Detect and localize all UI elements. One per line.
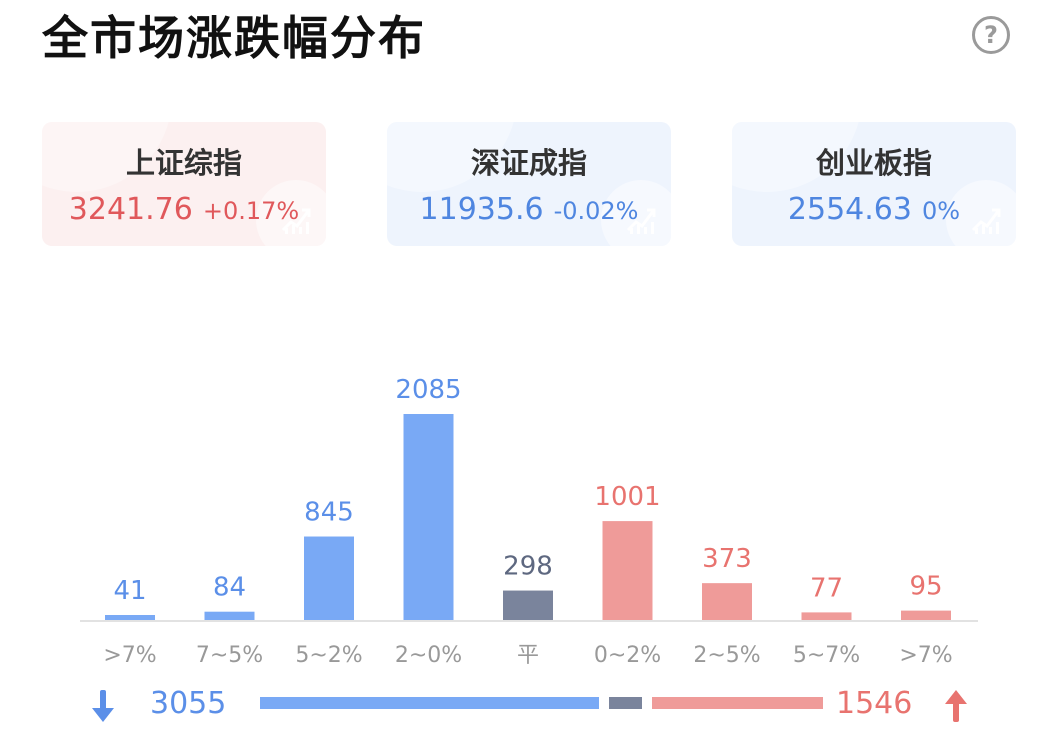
index-price: 2554.63 <box>787 192 912 227</box>
index-change: 0% <box>921 197 961 225</box>
index-name: 深证成指 <box>470 146 587 180</box>
down-count: 3055 <box>150 686 227 721</box>
bar-value-label: 77 <box>810 573 843 603</box>
trend-up-icon <box>626 208 656 234</box>
up-ratio-bar <box>651 697 823 709</box>
bar-1[interactable] <box>105 615 155 620</box>
trend-up-icon <box>281 208 311 234</box>
page-title: 全市场涨跌幅分布 <box>42 11 426 65</box>
category-label: 2~5% <box>693 643 760 668</box>
arrow-down-icon <box>92 690 114 722</box>
index-change: -0.02% <box>553 197 639 225</box>
card-decoration <box>256 180 326 246</box>
category-label: >7% <box>103 643 156 668</box>
index-name: 创业板指 <box>815 146 932 180</box>
bar-3[interactable] <box>304 536 354 620</box>
bar-7[interactable] <box>702 583 752 620</box>
up-count: 1546 <box>836 686 913 721</box>
index-name: 上证综指 <box>125 146 242 180</box>
bar-8[interactable] <box>801 612 852 620</box>
category-label: 5~7% <box>793 643 860 668</box>
category-label: 2~0% <box>395 643 462 668</box>
category-label: 0~2% <box>594 643 661 668</box>
bar-2[interactable] <box>204 611 255 620</box>
bar-5[interactable] <box>503 590 553 620</box>
bar-value-label: 1001 <box>594 482 660 512</box>
bar-9[interactable] <box>901 610 951 620</box>
distribution-chart: 41 >7% 84 7~5% 845 5~2% 2085 2~0% 298 平 1001 0~2% 37… <box>80 375 978 668</box>
card-decoration <box>946 180 1016 246</box>
bar-value-label: 2085 <box>395 375 461 405</box>
index-price: 3241.76 <box>68 192 193 227</box>
bar-value-label: 373 <box>702 544 752 574</box>
bar-value-label: 84 <box>213 573 246 603</box>
help-icon[interactable]: ? <box>972 16 1010 54</box>
category-label: 5~2% <box>295 643 362 668</box>
index-card-szse[interactable]: 深证成指 11935.6 -0.02% <box>387 122 671 246</box>
bar-4[interactable] <box>403 414 454 620</box>
category-label: 平 <box>517 643 539 668</box>
bar-6[interactable] <box>602 521 653 620</box>
index-price: 11935.6 <box>419 192 544 227</box>
category-label: 7~5% <box>196 643 263 668</box>
down-ratio-bar <box>260 697 599 709</box>
trend-up-icon <box>971 208 1001 234</box>
bar-value-label: 845 <box>304 498 354 528</box>
bar-value-label: 41 <box>113 576 146 606</box>
bar-value-label: 298 <box>503 552 553 582</box>
flat-ratio-bar <box>608 697 642 709</box>
index-change: +0.17% <box>202 197 300 225</box>
card-decoration <box>601 180 671 246</box>
arrow-up-icon <box>945 690 967 722</box>
index-card-chinext[interactable]: 创业板指 2554.63 0% <box>732 122 1016 246</box>
index-card-sse[interactable]: 上证综指 3241.76 +0.17% <box>42 122 326 246</box>
category-label: >7% <box>899 643 952 668</box>
bar-value-label: 95 <box>909 572 942 602</box>
